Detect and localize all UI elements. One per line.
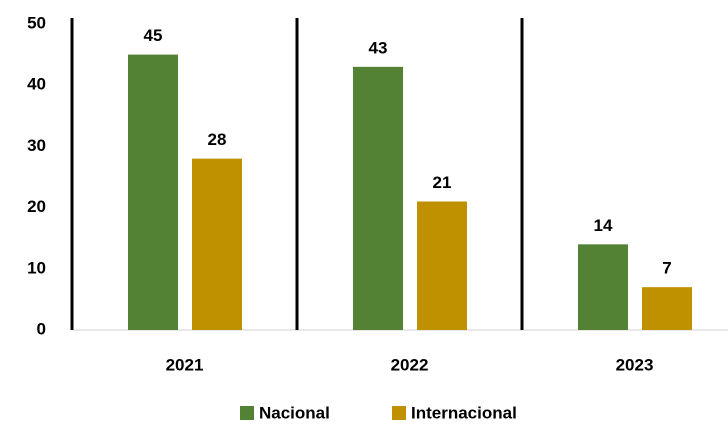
x-tick-label: 2023 — [616, 355, 654, 374]
data-label: 14 — [594, 216, 613, 235]
bar — [578, 244, 628, 330]
data-label: 45 — [144, 26, 163, 45]
legend-swatch — [392, 406, 406, 420]
y-tick-label: 40 — [27, 75, 46, 94]
legend-label: Nacional — [259, 403, 330, 422]
data-label: 21 — [433, 173, 452, 192]
data-label: 43 — [369, 38, 388, 57]
bar — [417, 201, 467, 330]
data-label: 28 — [208, 130, 227, 149]
legend-swatch — [240, 406, 254, 420]
x-tick-label: 2021 — [166, 355, 204, 374]
legend-label: Internacional — [411, 403, 517, 422]
y-tick-label: 50 — [27, 13, 46, 32]
y-tick-label: 0 — [37, 319, 46, 338]
bar — [642, 287, 692, 330]
x-tick-label: 2022 — [391, 355, 429, 374]
data-label: 7 — [662, 259, 671, 278]
bar — [128, 54, 178, 330]
y-tick-label: 20 — [27, 197, 46, 216]
bar — [353, 66, 403, 330]
y-tick-label: 10 — [27, 258, 46, 277]
y-tick-label: 30 — [27, 136, 46, 155]
bar — [192, 158, 242, 330]
